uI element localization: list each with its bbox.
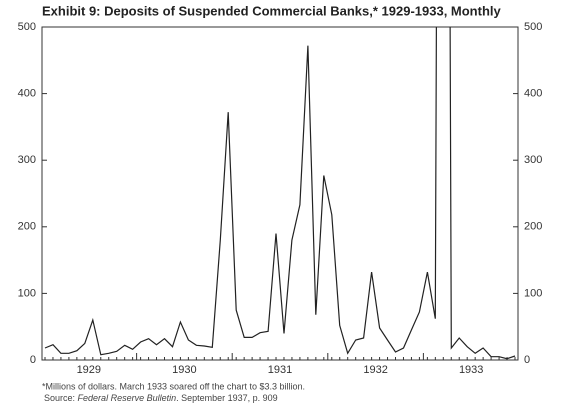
y2-tick-label: 500 [524,21,542,33]
x-tick-label: 1932 [363,364,387,376]
source-label: Source: [44,393,75,403]
y-tick-label: 300 [18,154,36,166]
plot-area [44,27,516,360]
y-tick-label: 100 [18,287,36,299]
y-tick-label: 500 [18,21,36,33]
source-rest: . September 1937, p. 909 [176,393,278,403]
footnote: *Millions of dollars. March 1933 soared … [42,381,305,391]
y-tick-label: 200 [18,221,36,233]
y2-tick-label: 400 [524,88,542,100]
y2-tick-label: 300 [524,154,542,166]
y-tick-label: 400 [18,88,36,100]
x-tick-label: 1933 [459,364,483,376]
data-line [44,27,516,360]
y2-tick-label: 200 [524,221,542,233]
x-tick-label: 1930 [172,364,196,376]
x-tick-label: 1929 [77,364,101,376]
y-tick-label: 0 [30,354,36,366]
plot-frame [41,26,519,361]
y2-tick-label: 100 [524,287,542,299]
chart-title: Exhibit 9: Deposits of Suspended Commerc… [42,3,502,18]
x-tick-label: 1931 [268,364,292,376]
y2-tick-label: 0 [524,354,530,366]
source-title: Federal Reserve Bulletin [78,393,177,403]
source: Source: Federal Reserve Bulletin. Septem… [44,393,278,403]
